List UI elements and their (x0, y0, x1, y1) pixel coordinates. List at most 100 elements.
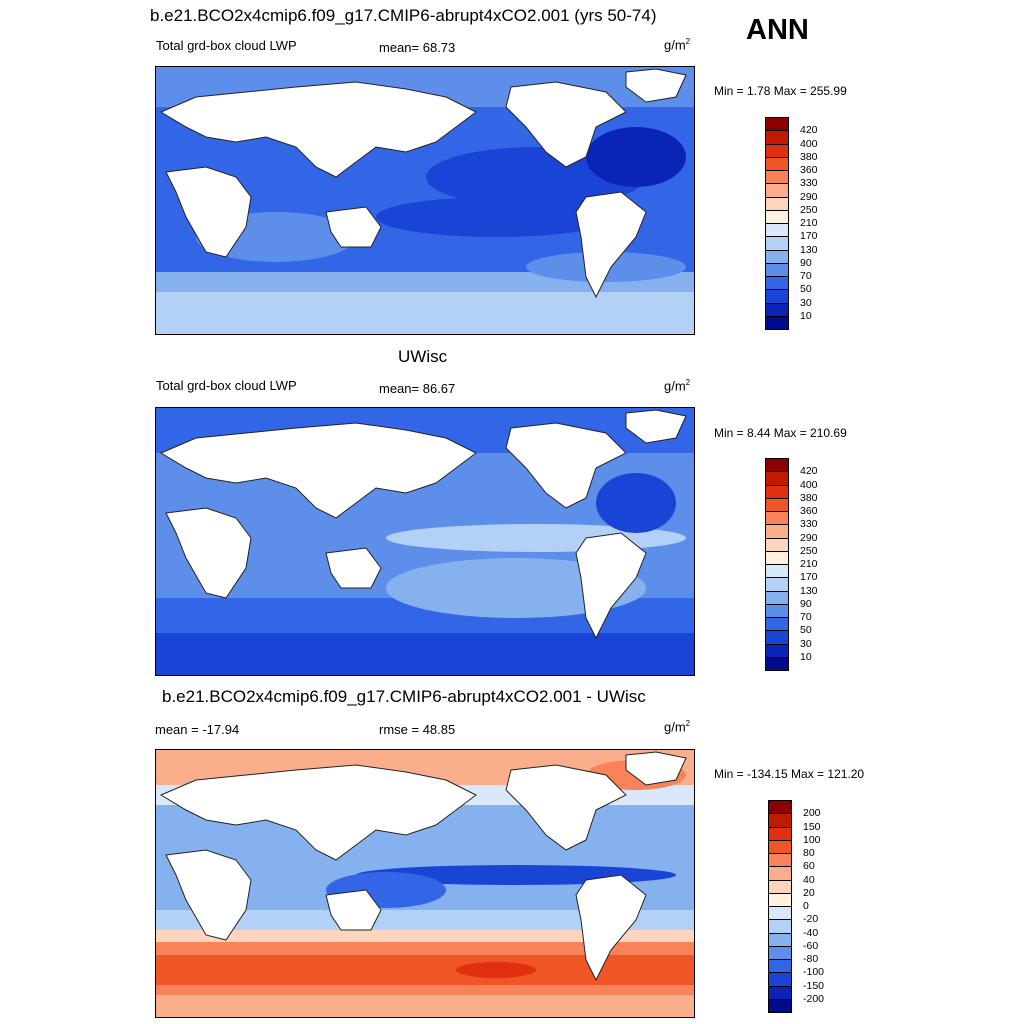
colorbar-box (765, 471, 789, 486)
colorbar-box (768, 906, 792, 921)
panel-2-unit: g/m2 (664, 378, 691, 394)
colorbar-tick-label: 360 (800, 164, 818, 176)
colorbar-tick-label: 70 (800, 611, 812, 623)
colorbar-box (768, 959, 792, 974)
panel-1-field (156, 67, 694, 334)
panel-2-colorbar: 420 400 380 360 330 290 250 210 170 130 90 70 50 30 10 (765, 458, 825, 671)
colorbar-box (765, 577, 789, 592)
colorbar-tick-label: 420 (800, 465, 818, 478)
colorbar-tick-label: 200 (803, 807, 821, 820)
colorbar-box (765, 484, 789, 499)
colorbar-box (765, 183, 789, 198)
colorbar-tick-label: 50 (800, 624, 812, 637)
colorbar-box (765, 209, 789, 224)
colorbar-box (768, 839, 792, 854)
colorbar-box (765, 170, 789, 185)
colorbar-box (765, 550, 789, 565)
colorbar-box (768, 879, 792, 894)
panel-3-field (156, 750, 694, 1017)
colorbar-box (765, 276, 789, 291)
colorbar-tick-label: 380 (800, 491, 818, 504)
panel-2-map (155, 407, 695, 676)
panel-1-variable-label: Total grd-box cloud LWP (156, 38, 297, 53)
colorbar-box (768, 985, 792, 1000)
colorbar-tick-label: 290 (800, 190, 818, 203)
colorbar-tick-label: 290 (800, 531, 818, 544)
colorbar-box (768, 945, 792, 960)
colorbar-tick-label: 400 (800, 137, 818, 150)
colorbar-box (765, 564, 789, 579)
colorbar-tick-label: -150 (803, 979, 825, 992)
colorbar-box (765, 117, 789, 132)
colorbar-tick-label: 80 (803, 847, 815, 859)
panel-1-unit: g/m2 (664, 37, 691, 53)
panel-1-title: b.e21.BCO2x4cmip6.f09_g17.CMIP6-abrupt4x… (150, 6, 657, 25)
colorbar-box (765, 223, 789, 238)
panel-3-mean: mean = -17.94 (155, 722, 240, 737)
colorbar-tick-label: 250 (800, 544, 818, 557)
colorbar-box (765, 537, 789, 552)
colorbar-box (765, 630, 789, 645)
colorbar-box (765, 315, 789, 330)
colorbar-box (768, 972, 792, 987)
colorbar-box (768, 813, 792, 828)
colorbar-tick-label: 0 (803, 900, 809, 912)
colorbar-tick-label: 30 (800, 296, 812, 309)
colorbar-box (768, 826, 792, 841)
colorbar-box (765, 249, 789, 264)
colorbar-tick-label: -80 (803, 953, 819, 965)
colorbar-tick-label: 250 (800, 203, 818, 216)
panel-3-minmax: Min = -134.15 Max = 121.20 (714, 767, 865, 781)
colorbar-box (765, 458, 789, 473)
panel-3-rmse: rmse = 48.85 (379, 722, 456, 737)
colorbar-tick-label: 90 (800, 256, 812, 269)
colorbar-box (765, 289, 789, 304)
panel-2-field (156, 408, 694, 675)
colorbar-box (768, 853, 792, 868)
colorbar-tick-label: 10 (800, 309, 812, 322)
colorbar-box (768, 866, 792, 881)
colorbar-box (765, 156, 789, 171)
panel-1-minmax: Min = 1.78 Max = 255.99 (714, 84, 847, 98)
season-label: ANN (746, 14, 809, 46)
colorbar-tick-label: 380 (800, 150, 818, 163)
colorbar-box (765, 236, 789, 251)
colorbar-tick-label: 30 (800, 637, 812, 650)
colorbar-tick-label: 50 (800, 283, 812, 296)
colorbar-tick-label: 400 (800, 478, 818, 491)
colorbar-box (768, 800, 792, 815)
colorbar-tick-label: 330 (800, 177, 818, 190)
colorbar-box (765, 196, 789, 211)
colorbar-tick-label: 90 (800, 597, 812, 610)
colorbar-box (765, 643, 789, 658)
colorbar-box (765, 262, 789, 277)
colorbar-box (765, 603, 789, 618)
panel-3-title: b.e21.BCO2x4cmip6.f09_g17.CMIP6-abrupt4x… (162, 687, 646, 706)
colorbar-tick-label: -200 (803, 992, 825, 1005)
panel-2-title: UWisc (398, 347, 448, 366)
colorbar-tick-label: 10 (800, 650, 812, 663)
panel-1-colorbar: 420 400 380 360 330 290 250 210 170 130 90 70 50 30 10 (765, 117, 825, 330)
colorbar-box (765, 656, 789, 671)
colorbar-tick-label: -100 (803, 966, 825, 979)
panel-2-minmax: Min = 8.44 Max = 210.69 (714, 426, 847, 440)
colorbar-box (765, 590, 789, 605)
colorbar-tick-label: 100 (803, 833, 821, 846)
colorbar-tick-label: 170 (800, 230, 818, 243)
colorbar-box (765, 302, 789, 317)
colorbar-tick-label: 130 (800, 584, 818, 597)
colorbar-tick-label: 70 (800, 270, 812, 282)
colorbar-tick-label: 170 (800, 571, 818, 584)
panel-2-variable-label: Total grd-box cloud LWP (156, 378, 297, 393)
colorbar-box (765, 143, 789, 158)
colorbar-tick-label: -40 (803, 926, 819, 939)
colorbar-tick-label: 150 (803, 820, 821, 833)
colorbar-box (765, 497, 789, 512)
panel-3-colorbar: 200 150 100 80 60 40 20 0 -20 -40 -60 -80 -100 -150 -2… (768, 800, 828, 1013)
colorbar-box (765, 130, 789, 145)
colorbar-tick-label: 130 (800, 243, 818, 256)
colorbar-tick-label: 330 (800, 518, 818, 531)
panel-2-mean: mean= 86.67 (379, 381, 456, 396)
colorbar-box (768, 932, 792, 947)
colorbar-tick-label: 60 (803, 860, 815, 873)
